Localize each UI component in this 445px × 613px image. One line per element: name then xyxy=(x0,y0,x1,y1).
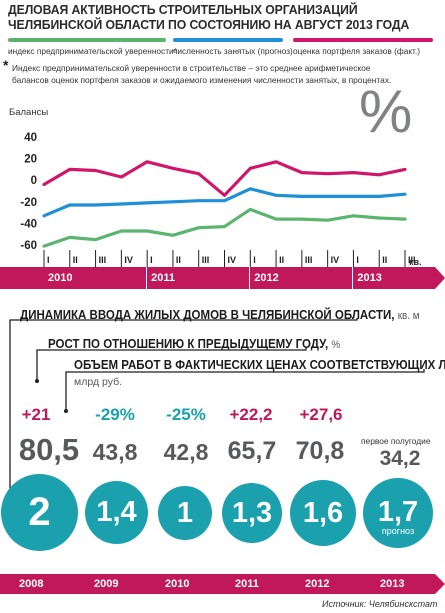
quarter-unit-label: кв. xyxy=(409,257,422,267)
growth-2010: -25% xyxy=(166,405,206,424)
housing-circle-2010: 1 xyxy=(158,486,212,540)
series-line-2 xyxy=(42,160,407,197)
housing-value-2011: 1,3 xyxy=(231,496,273,529)
bottom-year-2012: 2012 xyxy=(305,578,330,590)
quarter-label: II xyxy=(382,255,387,265)
quarter-label: II xyxy=(279,255,284,265)
legend-label-confidence: индекс предпринимательской уверенности* xyxy=(8,46,177,56)
quarter-label: I xyxy=(356,255,359,265)
page-title: ДЕЛОВАЯ АКТИВНОСТЬ СТРОИТЕЛЬНЫХ ОРГАНИЗА… xyxy=(8,2,410,32)
bottom-year-2013: 2013 xyxy=(380,578,405,590)
volume-2009: 43,8 xyxy=(92,439,138,465)
housing-circle-2009: 1,4 xyxy=(85,481,148,544)
bottom-year-2011: 2011 xyxy=(235,578,259,590)
year-label-2012: 2012 xyxy=(254,272,279,284)
volume-2008: 80,5 xyxy=(18,432,80,467)
housing-title-text: ДИНАМИКА ВВОДА ЖИЛЫХ ДОМОВ В ЧЕЛЯБИНСКОЙ… xyxy=(20,307,392,322)
housing-title: ДИНАМИКА ВВОДА ЖИЛЫХ ДОМОВ В ЧЕЛЯБИНСКОЙ… xyxy=(20,307,420,322)
volume-2012: 70,8 xyxy=(295,437,345,465)
year-label-2011: 2011 xyxy=(151,272,176,284)
connector-lines xyxy=(9,318,425,500)
housing-circle-2011: 1,3 xyxy=(222,483,282,543)
y-tick-label: -40 xyxy=(20,218,37,230)
growth-2011: +22,2 xyxy=(229,405,273,424)
source-note: Источник: Челябинскстат xyxy=(322,599,438,609)
housing-circle-2008: 2 xyxy=(1,474,78,551)
volume-title-text: ОБЪЕМ РАБОТ В ФАКТИЧЕСКИХ ЦЕНАХ СООТВЕТС… xyxy=(74,357,445,372)
y-tick-label: -60 xyxy=(20,240,37,252)
housing-value-2013: 1,7 xyxy=(377,496,419,528)
growth-2012: +27,6 xyxy=(299,405,343,424)
volume-2010: 42,8 xyxy=(163,439,209,465)
housing-value-2009: 1,4 xyxy=(96,496,137,528)
forecast-note: прогноз xyxy=(381,526,415,536)
year-band xyxy=(0,267,445,289)
half-year-note: первое полугодие xyxy=(361,436,431,446)
year-divider xyxy=(352,267,354,289)
growth-2008: +21 xyxy=(21,405,51,424)
quarter-label: IV xyxy=(228,255,237,265)
legend-line-orders xyxy=(293,38,433,42)
quarter-label: IV xyxy=(124,255,133,265)
growth-title: РОСТ ПО ОТНОШЕНИЮ К ПРЕДЫДУЩЕМУ ГОДУ, % xyxy=(48,336,340,351)
quarter-label: IV xyxy=(331,255,340,265)
quarter-label: II xyxy=(176,255,181,265)
housing-value-2008: 2 xyxy=(28,490,51,534)
bottom-year-2009: 2009 xyxy=(94,578,119,590)
growth-2009: -29% xyxy=(95,405,135,424)
y-tick-label: 40 xyxy=(24,132,37,144)
quarter-label: III xyxy=(99,255,107,265)
legend-label-orders: оценка портфеля заказов (факт.) xyxy=(293,46,421,56)
quarter-label: I xyxy=(47,255,50,265)
y-tick-label: 20 xyxy=(24,154,37,166)
year-divider xyxy=(249,267,251,289)
legend-label-employment: численность занятых (прогноз) xyxy=(173,46,293,56)
y-tick-label: -20 xyxy=(20,197,37,209)
quarter-label: I xyxy=(253,255,256,265)
footnote: Индекс предпринимательской уверенности в… xyxy=(12,63,392,85)
volume-unit: млрд руб. xyxy=(74,376,123,388)
volume-2011: 65,7 xyxy=(227,437,277,465)
quarter-label: III xyxy=(305,255,313,265)
housing-value-2010: 1 xyxy=(176,496,194,529)
growth-title-text: РОСТ ПО ОТНОШЕНИЮ К ПРЕДЫДУЩЕМУ ГОДУ, xyxy=(48,336,329,351)
bottom-year-2008: 2008 xyxy=(19,578,44,590)
note-asterisk: * xyxy=(3,57,9,73)
y-tick-label: 0 xyxy=(31,175,37,187)
quarter-label: III xyxy=(408,255,416,265)
y-axis-label: Балансы xyxy=(9,107,49,118)
bottom-year-band xyxy=(0,574,445,594)
legend-line-employment xyxy=(173,38,283,42)
housing-circle-2013: 1,7 прогноз xyxy=(363,478,433,548)
volume-2013: 34,2 xyxy=(379,447,421,470)
year-label-2013: 2013 xyxy=(357,272,382,284)
percent-sign: % xyxy=(359,78,413,145)
series-line-0 xyxy=(42,207,407,248)
bottom-year-2010: 2010 xyxy=(165,578,190,590)
legend-line-confidence xyxy=(8,38,166,42)
housing-value-2012: 1,6 xyxy=(302,496,344,529)
housing-unit: кв. м xyxy=(397,310,420,322)
quarter-label: III xyxy=(202,255,210,265)
growth-unit: % xyxy=(331,339,341,351)
quarter-label: I xyxy=(150,255,153,265)
year-divider xyxy=(146,267,148,289)
volume-title: ОБЪЕМ РАБОТ В ФАКТИЧЕСКИХ ЦЕНАХ СООТВЕТС… xyxy=(74,357,445,372)
year-label-2010: 2010 xyxy=(48,272,73,284)
quarter-label: II xyxy=(73,255,78,265)
housing-circle-2012: 1,6 xyxy=(290,480,356,546)
series-line-1 xyxy=(42,187,407,218)
